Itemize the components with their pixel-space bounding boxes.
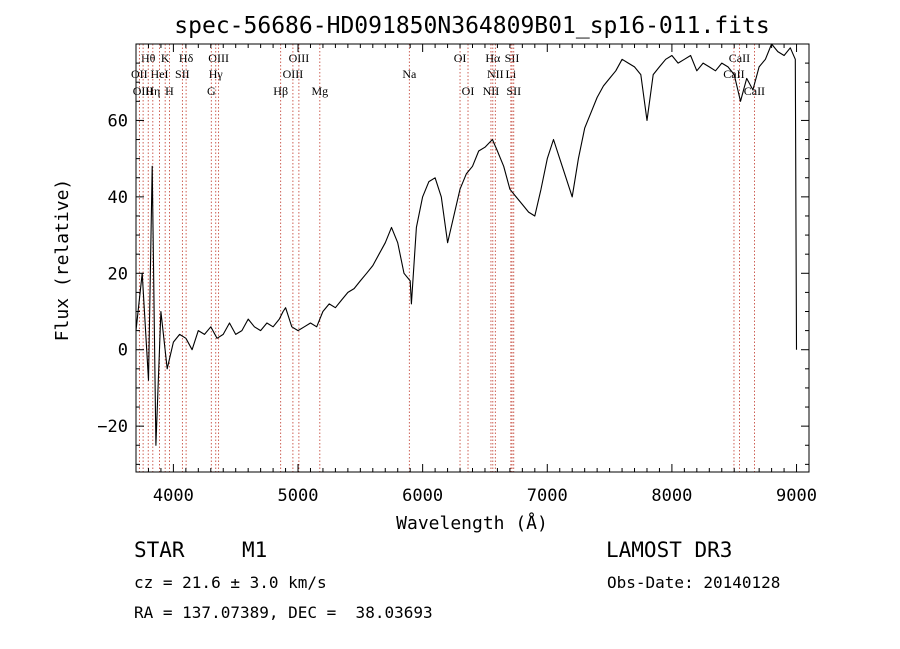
line-marker-label: Hδ	[179, 51, 194, 65]
chart-title: spec-56686-HD091850N364809B01_sp16-011.f…	[174, 13, 769, 39]
x-tick-label: 8000	[651, 486, 692, 506]
line-marker-label: OI	[462, 84, 475, 98]
x-tick-label: 6000	[402, 486, 443, 506]
line-marker-label: OIII	[283, 67, 304, 81]
spectrum-series	[135, 43, 798, 446]
line-marker-label: H	[165, 84, 174, 98]
line-marker-label: OI	[454, 51, 467, 65]
plot-frame	[135, 43, 810, 473]
coordinates-readout: RA = 137.07389, DEC = 38.03693	[134, 603, 433, 622]
line-marker-label: Hγ	[209, 67, 224, 81]
obs-date-readout: Obs-Date: 20140128	[607, 573, 781, 592]
line-marker-label: SII	[175, 67, 190, 81]
line-marker-label: Na	[402, 67, 417, 81]
redshift-readout: cz = 21.6 ± 3.0 km/s	[134, 573, 327, 592]
line-marker-label: NII	[483, 84, 500, 98]
x-axis: 4000 5000 6000 7000 8000 9000	[135, 44, 817, 506]
y-tick-label: 40	[108, 188, 128, 208]
line-marker-label: G	[207, 84, 216, 98]
line-marker-label: SII	[505, 51, 520, 65]
line-marker-label: K	[161, 51, 170, 65]
spectrum-line	[135, 43, 798, 446]
line-marker-label: Hβ	[273, 84, 288, 98]
line-marker-label: Hα	[485, 51, 501, 65]
x-tick-label: 9000	[776, 486, 817, 506]
line-marker-label: OII	[131, 67, 148, 81]
line-marker-label: OIII	[133, 84, 154, 98]
line-marker-label: CaII	[729, 51, 750, 65]
line-marker-label: Hθ	[141, 51, 156, 65]
line-marker-label: OIII	[208, 51, 229, 65]
y-tick-label: −20	[97, 417, 128, 437]
y-tick-label: 0	[118, 341, 128, 361]
line-marker-label: NII	[487, 67, 504, 81]
x-tick-label: 5000	[278, 486, 319, 506]
spectrum-chart: spec-56686-HD091850N364809B01_sp16-011.f…	[52, 13, 817, 534]
line-marker-label: SII	[506, 84, 521, 98]
line-marker-label: Li	[506, 67, 517, 81]
y-axis: −20 0 20 40 60	[97, 62, 809, 465]
line-marker-label: Hη	[145, 84, 160, 98]
x-tick-label: 4000	[153, 486, 194, 506]
line-marker-label: CaII	[744, 84, 765, 98]
line-marker-label: OIII	[289, 51, 310, 65]
line-marker-label: HeI	[151, 67, 169, 81]
x-axis-label: Wavelength (Å)	[396, 512, 548, 534]
line-marker-label: Mg	[311, 84, 328, 98]
subclass-label: M1	[242, 538, 268, 562]
x-tick-label: 7000	[527, 486, 568, 506]
y-tick-label: 60	[108, 111, 128, 131]
class-label: STAR	[134, 538, 185, 562]
y-tick-label: 20	[108, 264, 128, 284]
survey-label: LAMOST DR3	[606, 538, 733, 562]
line-markers: Hθ K Hδ OIII OIII OI Hα SII CaII OII HeI SII Hγ OIII N…	[131, 44, 765, 472]
y-axis-label: Flux (relative)	[52, 179, 73, 342]
